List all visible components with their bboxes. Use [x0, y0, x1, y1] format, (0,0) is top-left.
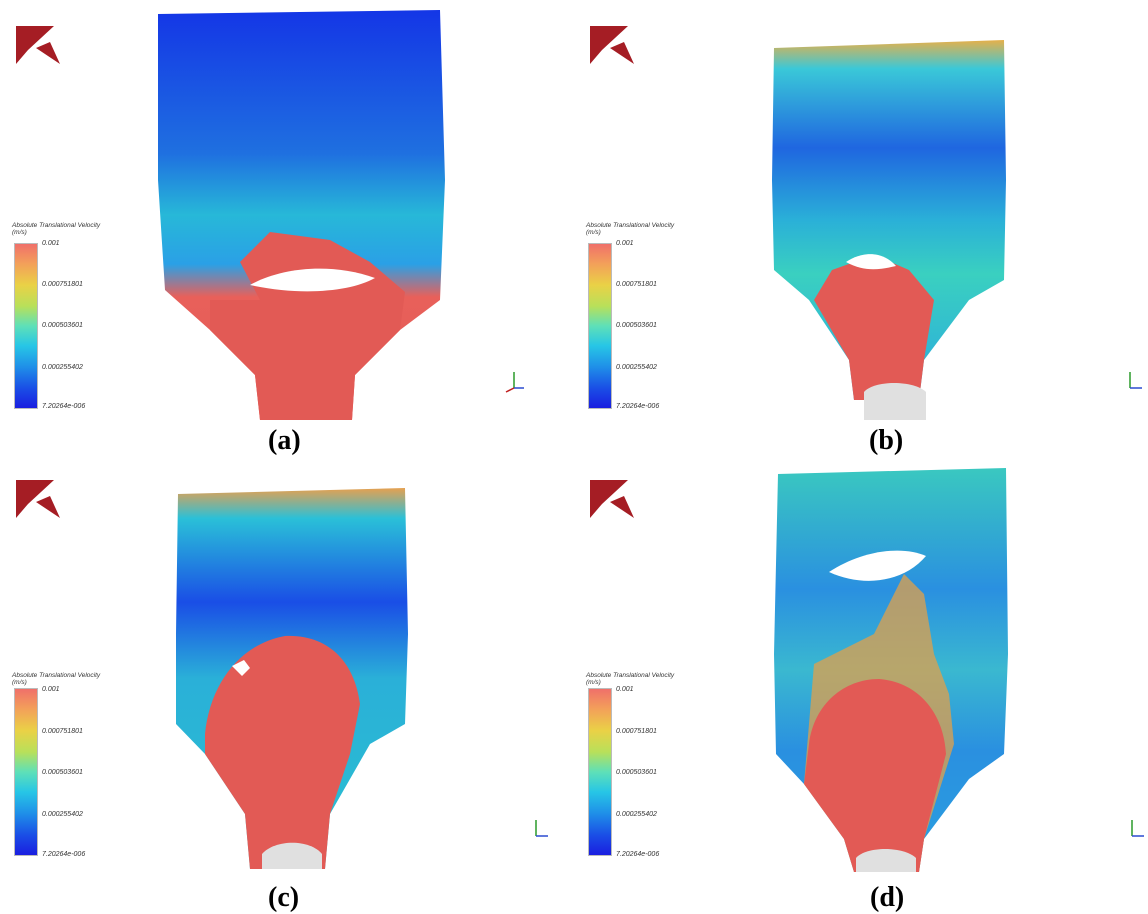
legend-title: Absolute Translational Velocity (m/s) [586, 222, 675, 236]
particle-simulation-view [774, 468, 1008, 872]
legend-tick: 7.20264e-006 [616, 403, 660, 410]
color-scale-bar [588, 243, 612, 409]
legend-tick: 7.20264e-006 [616, 851, 660, 858]
axis-triad-icon [535, 820, 548, 837]
legend-tick: 0.000503601 [42, 322, 83, 329]
panel-c: Absolute Translational Velocity (m/s) 0.0… [0, 454, 574, 913]
legend-tick: 0.000503601 [616, 322, 657, 329]
panel-caption: (b) [869, 425, 904, 456]
logo-icon [590, 26, 634, 64]
legend-tick: 0.000503601 [42, 769, 83, 776]
particle-simulation-view [158, 10, 445, 420]
axis-triad-icon [1131, 820, 1144, 837]
legend-tick: 0.000751801 [42, 281, 83, 288]
legend-title: Absolute Translational Velocity (m/s) [586, 672, 675, 686]
legend-tick: 0.000255402 [616, 364, 657, 371]
legend-tick: 0.000751801 [42, 728, 83, 735]
legend-tick: 0.000255402 [42, 811, 83, 818]
legend-title: Absolute Translational Velocity (m/s) [12, 672, 101, 686]
legend-title: Absolute Translational Velocity (m/s) [12, 222, 101, 236]
legend-tick: 0.001 [42, 686, 60, 693]
panel-d: Absolute Translational Velocity (m/s) 0.0… [574, 454, 1148, 913]
legend-tick: 0.001 [616, 240, 634, 247]
color-scale-bar [14, 688, 38, 856]
panel-caption: (d) [870, 882, 905, 913]
legend-tick: 0.000255402 [616, 811, 657, 818]
legend-tick: 0.001 [42, 240, 60, 247]
panel-a: Absolute Translational Velocity (m/s) 0.0… [0, 0, 574, 456]
logo-icon [16, 26, 60, 64]
color-scale-bar [14, 243, 38, 409]
legend-tick: 0.000255402 [42, 364, 83, 371]
axis-triad-icon [505, 372, 524, 393]
axis-triad-icon [1129, 372, 1142, 389]
legend-tick: 0.000503601 [616, 769, 657, 776]
color-scale-bar [588, 688, 612, 856]
legend-tick: 0.000751801 [616, 281, 657, 288]
legend-tick: 7.20264e-006 [42, 851, 86, 858]
particle-simulation-view [176, 488, 408, 869]
logo-icon [16, 480, 60, 518]
panel-b: Absolute Translational Velocity (m/s) 0.0… [574, 0, 1148, 456]
panel-caption: (a) [268, 425, 301, 456]
logo-icon [590, 480, 634, 518]
legend-tick: 7.20264e-006 [42, 403, 86, 410]
legend-tick: 0.001 [616, 686, 634, 693]
legend-tick: 0.000751801 [616, 728, 657, 735]
particle-simulation-view [772, 40, 1006, 420]
panel-caption: (c) [268, 882, 300, 913]
